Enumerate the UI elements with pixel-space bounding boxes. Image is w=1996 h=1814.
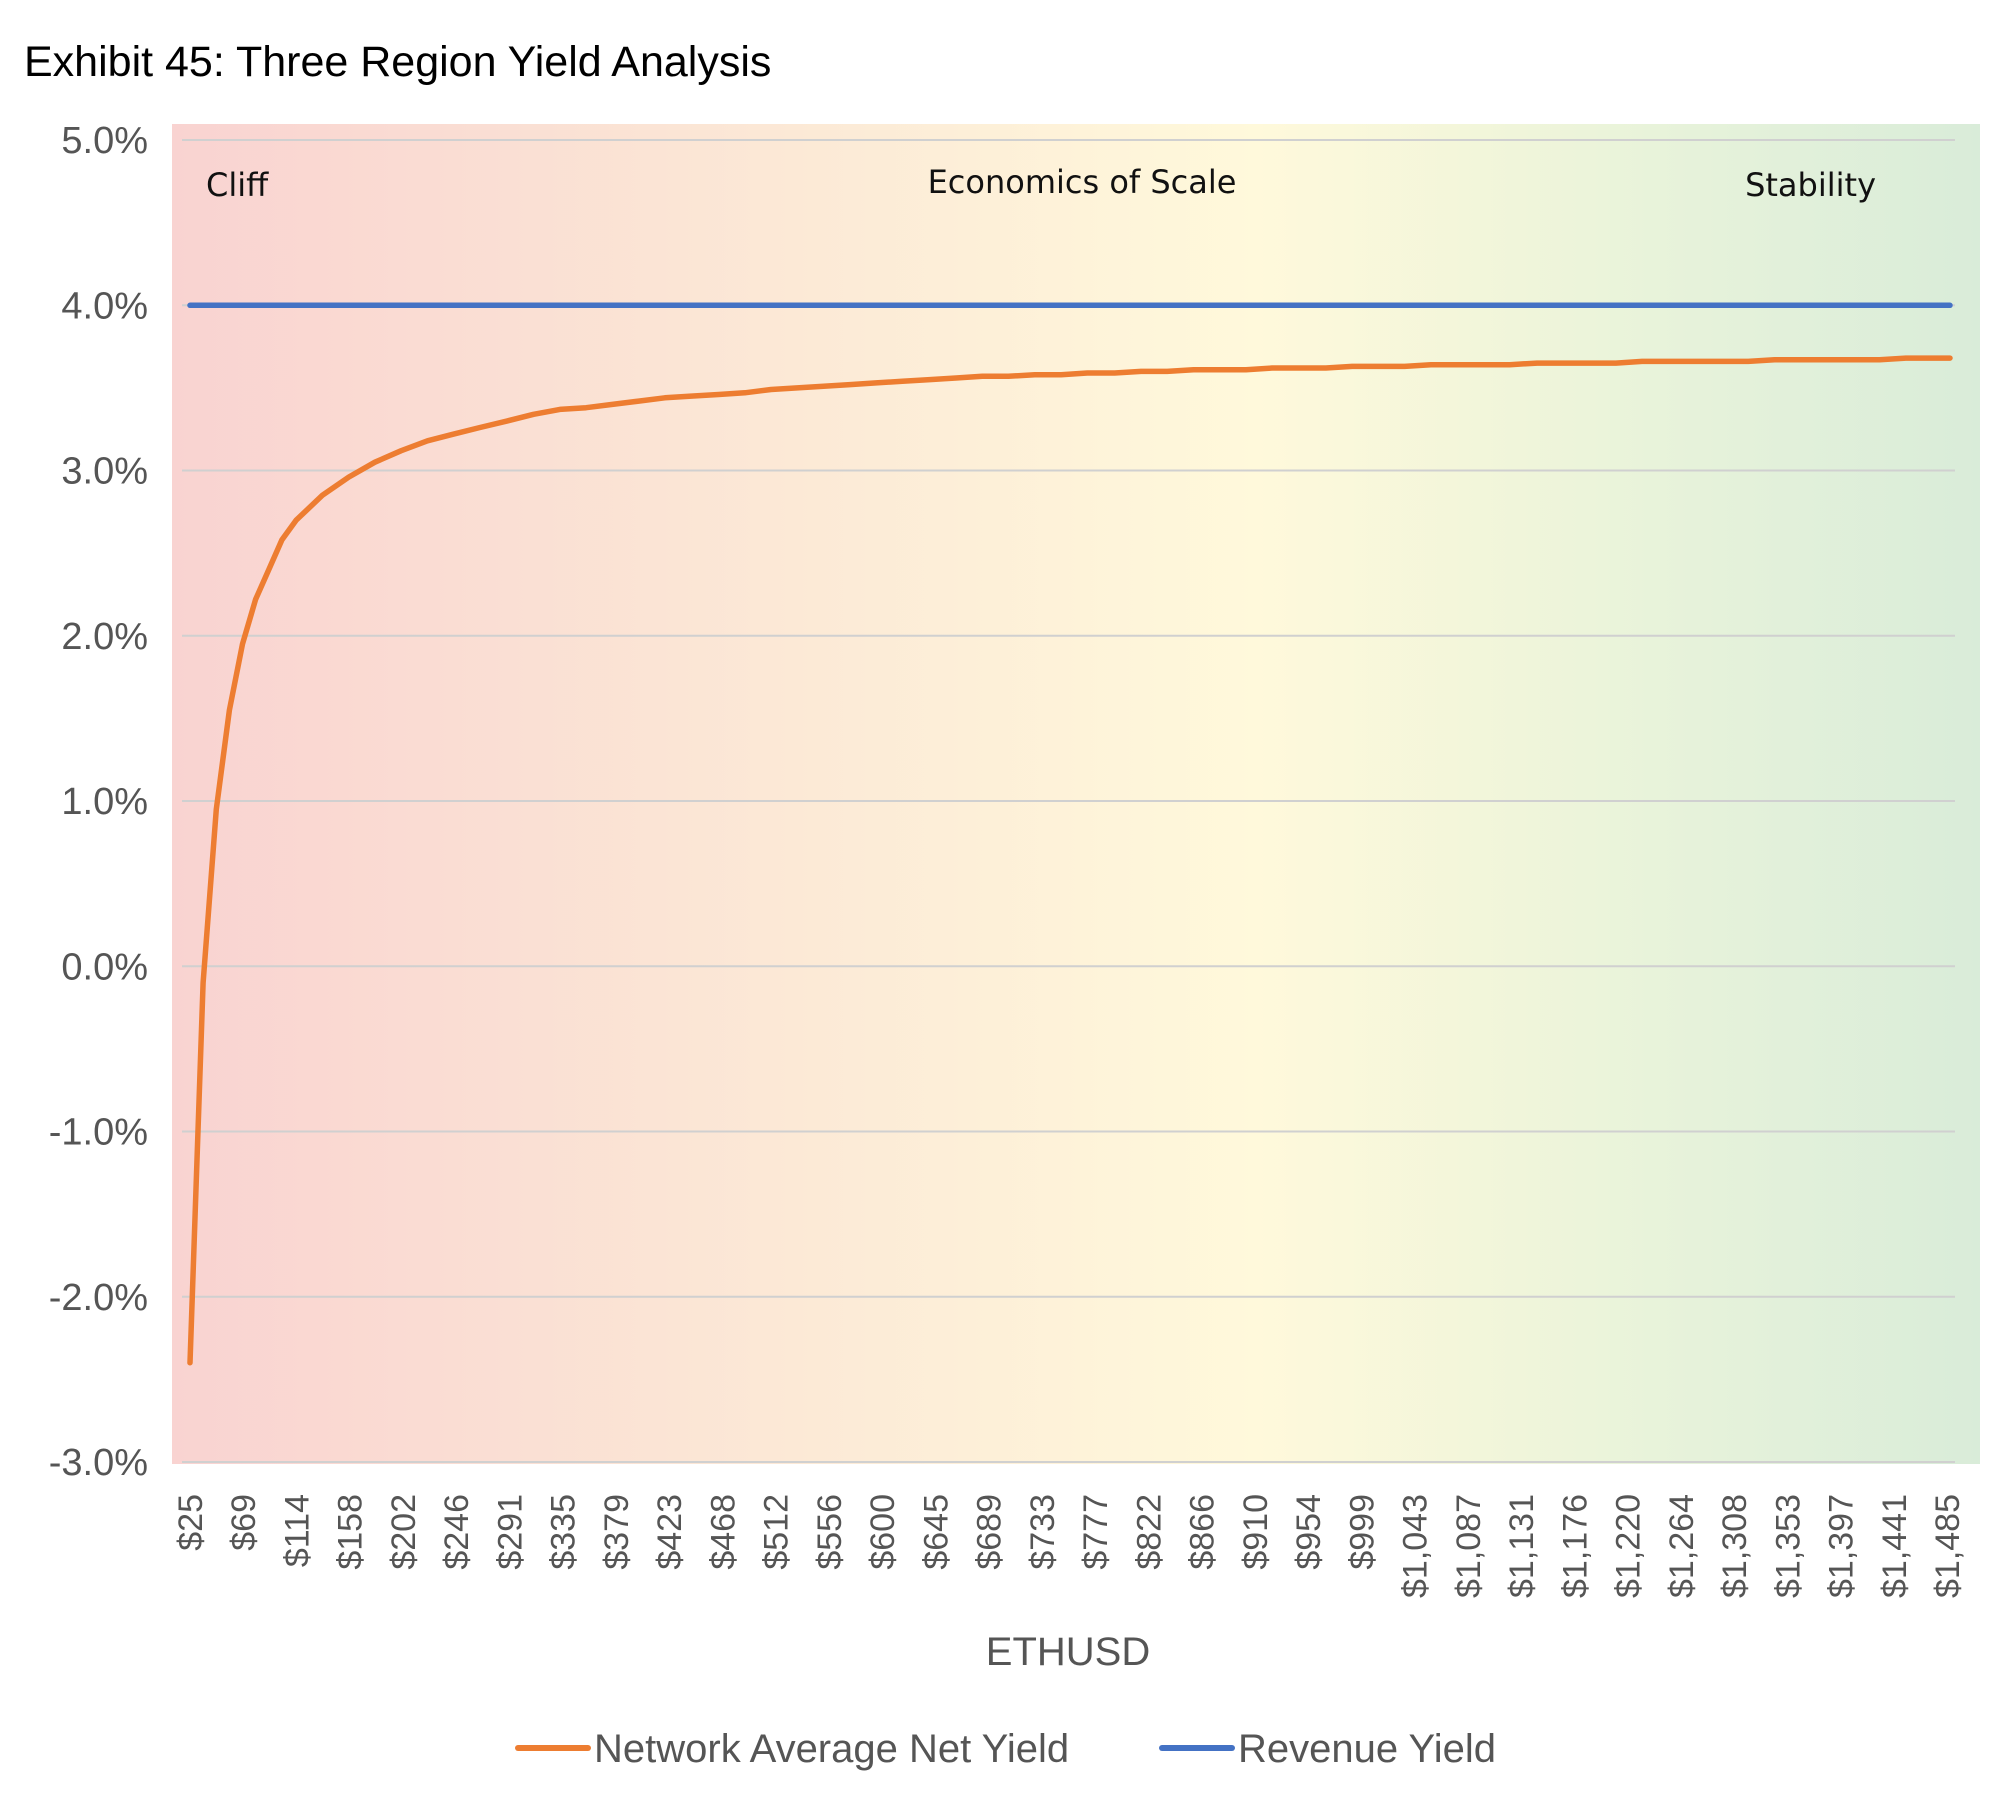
- region-label: Stability: [1745, 166, 1876, 204]
- y-tick-label: 2.0%: [61, 616, 148, 658]
- y-tick-label: -2.0%: [49, 1277, 148, 1319]
- x-tick-label: $866: [1184, 1494, 1222, 1570]
- x-axis-label: ETHUSD: [986, 1630, 1150, 1674]
- x-tick-label: $689: [971, 1494, 1009, 1570]
- y-tick-label: 3.0%: [61, 451, 148, 493]
- x-tick-label: $1,397: [1823, 1494, 1861, 1598]
- x-tick-label: $1,441: [1876, 1494, 1914, 1598]
- x-tick-label: $512: [758, 1494, 796, 1570]
- region-labels: Cliff Economics of Scale Stability: [206, 163, 1876, 204]
- y-tick-label: 5.0%: [61, 120, 148, 162]
- legend: Network Average Net Yield Revenue Yield: [515, 1727, 1496, 1771]
- legend-label: Revenue Yield: [1238, 1727, 1496, 1771]
- x-tick-label: $999: [1343, 1494, 1381, 1570]
- x-tick-label: $645: [917, 1494, 955, 1570]
- x-tick-label: $954: [1290, 1494, 1328, 1570]
- x-tick-label: $291: [491, 1494, 529, 1570]
- y-tick-label: 4.0%: [61, 285, 148, 327]
- legend-label: Network Average Net Yield: [594, 1727, 1069, 1771]
- series-lines: [187, 302, 1953, 1366]
- x-tick-label: $25: [172, 1494, 210, 1551]
- x-tick-label: $1,176: [1556, 1494, 1594, 1598]
- y-tick-label: 1.0%: [61, 781, 148, 823]
- x-tick-label: $600: [864, 1494, 902, 1570]
- x-tick-label: $1,043: [1397, 1494, 1435, 1598]
- x-axis-ticks: $25 $69 $114 $158 $202 $246 $291 $335 $379 $423 $4…: [172, 1494, 1967, 1598]
- x-tick-label: $246: [438, 1494, 476, 1570]
- x-tick-label: $69: [225, 1494, 263, 1551]
- x-tick-label: $1,264: [1663, 1494, 1701, 1598]
- x-tick-label: $1,131: [1503, 1494, 1541, 1598]
- series-line: [187, 355, 1953, 1366]
- plot-background: [172, 124, 1980, 1464]
- region-label: Economics of Scale: [928, 163, 1237, 201]
- y-tick-label: 0.0%: [61, 946, 148, 988]
- x-tick-label: $910: [1237, 1494, 1275, 1570]
- x-tick-label: $114: [278, 1494, 316, 1567]
- x-tick-label: $733: [1024, 1494, 1062, 1570]
- chart-title: Exhibit 45: Three Region Yield Analysis: [24, 38, 772, 86]
- x-tick-label: $1,485: [1929, 1494, 1967, 1598]
- x-tick-label: $822: [1130, 1494, 1168, 1570]
- x-tick-label: $1,220: [1610, 1494, 1648, 1598]
- x-tick-label: $379: [598, 1494, 636, 1570]
- x-tick-label: $202: [385, 1494, 423, 1570]
- x-tick-label: $423: [651, 1494, 689, 1570]
- x-tick-label: $335: [545, 1494, 583, 1570]
- region-label: Cliff: [206, 166, 269, 204]
- x-tick-label: $468: [704, 1494, 742, 1570]
- y-tick-label: -3.0%: [49, 1442, 148, 1484]
- x-tick-label: $1,087: [1450, 1494, 1488, 1598]
- x-tick-label: $556: [811, 1494, 849, 1570]
- x-tick-label: $1,353: [1769, 1494, 1807, 1598]
- y-tick-label: -1.0%: [49, 1112, 148, 1154]
- x-tick-label: $1,308: [1716, 1494, 1754, 1598]
- x-tick-label: $158: [332, 1494, 370, 1570]
- y-axis-ticks: 5.0% 4.0% 3.0% 2.0% 1.0% 0.0% -1.0% -2.0% -3.0%: [49, 120, 148, 1484]
- x-tick-label: $777: [1077, 1494, 1115, 1570]
